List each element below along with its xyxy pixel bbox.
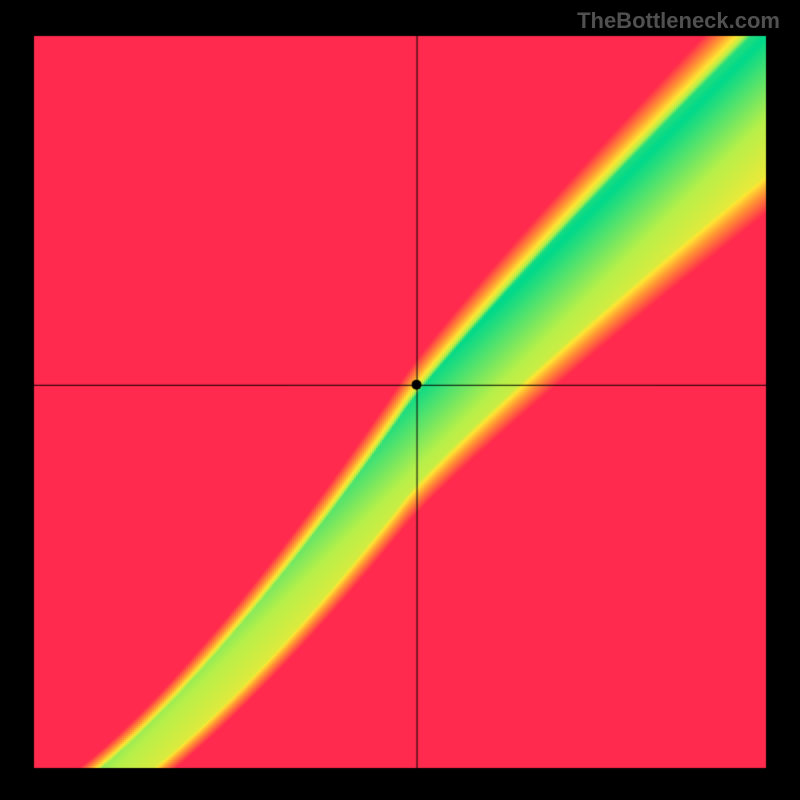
bottleneck-heatmap	[0, 0, 800, 800]
chart-container: TheBottleneck.com	[0, 0, 800, 800]
watermark-text: TheBottleneck.com	[577, 8, 780, 34]
